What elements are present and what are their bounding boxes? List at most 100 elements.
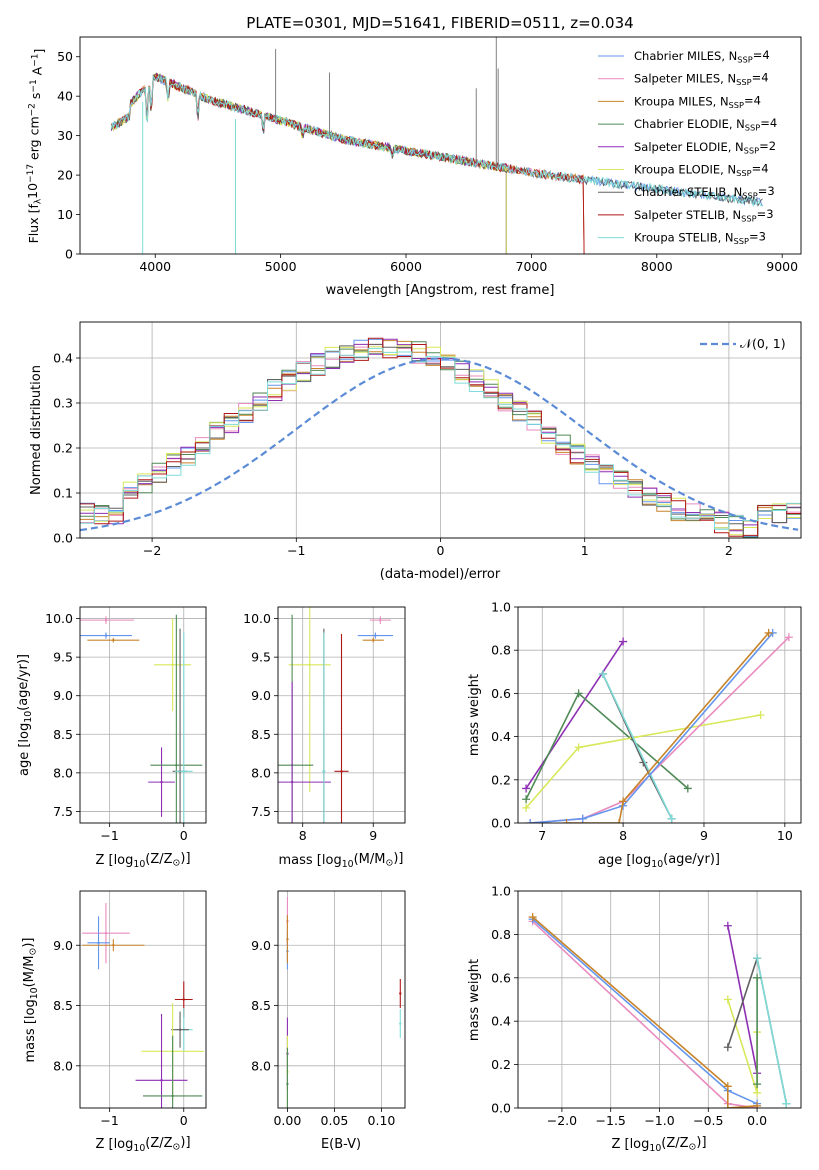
- axes-frame: [79, 606, 207, 824]
- axes-frame: [79, 321, 802, 539]
- x-axis-label: Z [log10​(Z/Z⊙​)]: [95, 1135, 190, 1154]
- legend-entry: Salpeter ELODIE, NSSP​=2: [634, 139, 776, 155]
- x-tick-label: 1: [581, 543, 589, 558]
- y-tick-label: 8.5: [53, 998, 73, 1013]
- data-point: [112, 638, 115, 642]
- y-tick-label: 1.0: [491, 884, 511, 899]
- data-point: [374, 634, 377, 637]
- data-point: [182, 998, 185, 1001]
- y-tick-label: 8.0: [53, 1058, 73, 1073]
- data-point: [399, 1022, 402, 1025]
- x-tick-label: −1.5: [596, 1113, 626, 1128]
- y-axis-label: mass [log10​(M/M⊙​)]: [21, 938, 40, 1063]
- y-tick-label: 9.5: [53, 650, 73, 665]
- x-tick-label: 6000: [390, 259, 422, 274]
- axes-age_vs_mass: 8 9 7.5 8.0 8.5 9.0 9.5 10.0 mass [log10​(M/M⊙​)…: [243, 606, 406, 870]
- weight-marker: [723, 995, 732, 1004]
- legend-entry: Kroupa STELIB, NSSP​=3: [634, 230, 766, 246]
- x-tick-label: −1.0: [644, 1113, 674, 1128]
- data-point: [175, 763, 178, 767]
- plot-area: [80, 337, 801, 538]
- y-tick-label: 7.5: [53, 804, 73, 819]
- axes-mass_vs_Z: −1 0 8.0 8.5 9.0 Z [log10​(Z/Z⊙​)] mass [log10…: [21, 890, 207, 1154]
- data-point: [286, 1082, 289, 1086]
- y-tick-label: 0.4: [53, 351, 73, 366]
- y-tick-label: 40: [57, 89, 73, 104]
- weight-marker: [723, 1043, 732, 1052]
- data-point: [399, 992, 402, 995]
- weight-line: [525, 641, 624, 789]
- weight-marker: [522, 795, 531, 804]
- weight-marker: [753, 1088, 762, 1097]
- weight-marker: [615, 819, 624, 823]
- weight-line: [566, 632, 770, 823]
- series-line: [111, 74, 507, 254]
- y-tick-label: 0.4: [491, 729, 511, 744]
- data-point: [104, 931, 108, 935]
- y-tick-label: 9.0: [251, 938, 271, 953]
- y-tick-label: 0.2: [53, 441, 73, 456]
- weight-marker: [619, 797, 628, 806]
- x-tick-label: 9: [369, 828, 377, 843]
- data-point: [290, 780, 294, 784]
- x-axis-label: (data-model)/error: [380, 567, 501, 582]
- x-tick-label: −1: [100, 1113, 118, 1128]
- y-tick-label: 10.0: [45, 611, 73, 626]
- x-tick-label: 0.00: [273, 1113, 301, 1128]
- y-tick-label: 0.0: [53, 531, 73, 546]
- plot-area: [110, 37, 763, 254]
- y-tick-label: 8.5: [251, 998, 271, 1013]
- residual-histogram: [80, 347, 801, 530]
- data-point: [160, 780, 163, 784]
- y-tick-label: 0.3: [53, 396, 73, 411]
- y-tick-label: 0.0: [491, 1101, 511, 1116]
- legend-entry: Salpeter STELIB, NSSP​=3: [634, 207, 774, 223]
- y-tick-label: 0.8: [491, 643, 511, 658]
- x-tick-label: 5000: [265, 259, 297, 274]
- x-tick-label: 0.05: [321, 1113, 349, 1128]
- weight-marker: [598, 669, 607, 678]
- y-axis-label: mass weight: [467, 674, 482, 756]
- data-point: [171, 663, 174, 667]
- x-axis-label: age [log10​(age/yr)]: [598, 852, 720, 870]
- weight-marker: [723, 1082, 732, 1091]
- axes-age_vs_Z: −1 0 7.5 8.0 8.5 9.0 9.5 10.0 Z [log10​(Z/Z⊙​)] a…: [16, 606, 207, 870]
- plot-area: [278, 607, 394, 823]
- plot-area: [286, 897, 402, 1108]
- x-tick-label: 8000: [641, 259, 673, 274]
- data-point: [340, 770, 343, 773]
- legend-entry: 𝒩(0, 1): [740, 336, 786, 351]
- y-tick-label: 9.5: [251, 650, 271, 665]
- series-line: [111, 72, 585, 254]
- plot-area: [80, 614, 203, 823]
- x-tick-label: 0.10: [368, 1113, 396, 1128]
- y-axis-label: mass weight: [467, 959, 482, 1041]
- axes-frame: [277, 890, 406, 1109]
- axes-frame: [517, 606, 802, 824]
- gaussian-curve: [80, 357, 799, 532]
- series-line: [110, 74, 763, 208]
- axes-frame: [277, 606, 406, 824]
- y-tick-label: 50: [57, 49, 73, 64]
- data-point: [160, 1079, 163, 1082]
- weight-marker: [667, 814, 676, 823]
- y-tick-label: 0.6: [491, 686, 511, 701]
- x-tick-label: 8: [299, 828, 307, 843]
- x-tick-label: 8: [619, 828, 627, 843]
- weight-line: [532, 916, 758, 1108]
- y-tick-label: 10: [57, 207, 73, 222]
- y-tick-label: 0.0: [491, 816, 511, 831]
- weight-marker: [723, 1104, 732, 1108]
- x-tick-label: 10: [777, 828, 793, 843]
- y-tick-label: 9.0: [53, 938, 73, 953]
- data-point: [104, 618, 108, 622]
- x-tick-label: −2.0: [547, 1113, 577, 1128]
- weight-marker: [522, 784, 531, 793]
- grid: [518, 890, 801, 1109]
- data-point: [112, 944, 115, 947]
- weight-marker: [753, 1101, 762, 1108]
- axes-frame: [79, 36, 802, 255]
- y-tick-label: 9.0: [53, 688, 73, 703]
- x-tick-label: 7000: [516, 259, 548, 274]
